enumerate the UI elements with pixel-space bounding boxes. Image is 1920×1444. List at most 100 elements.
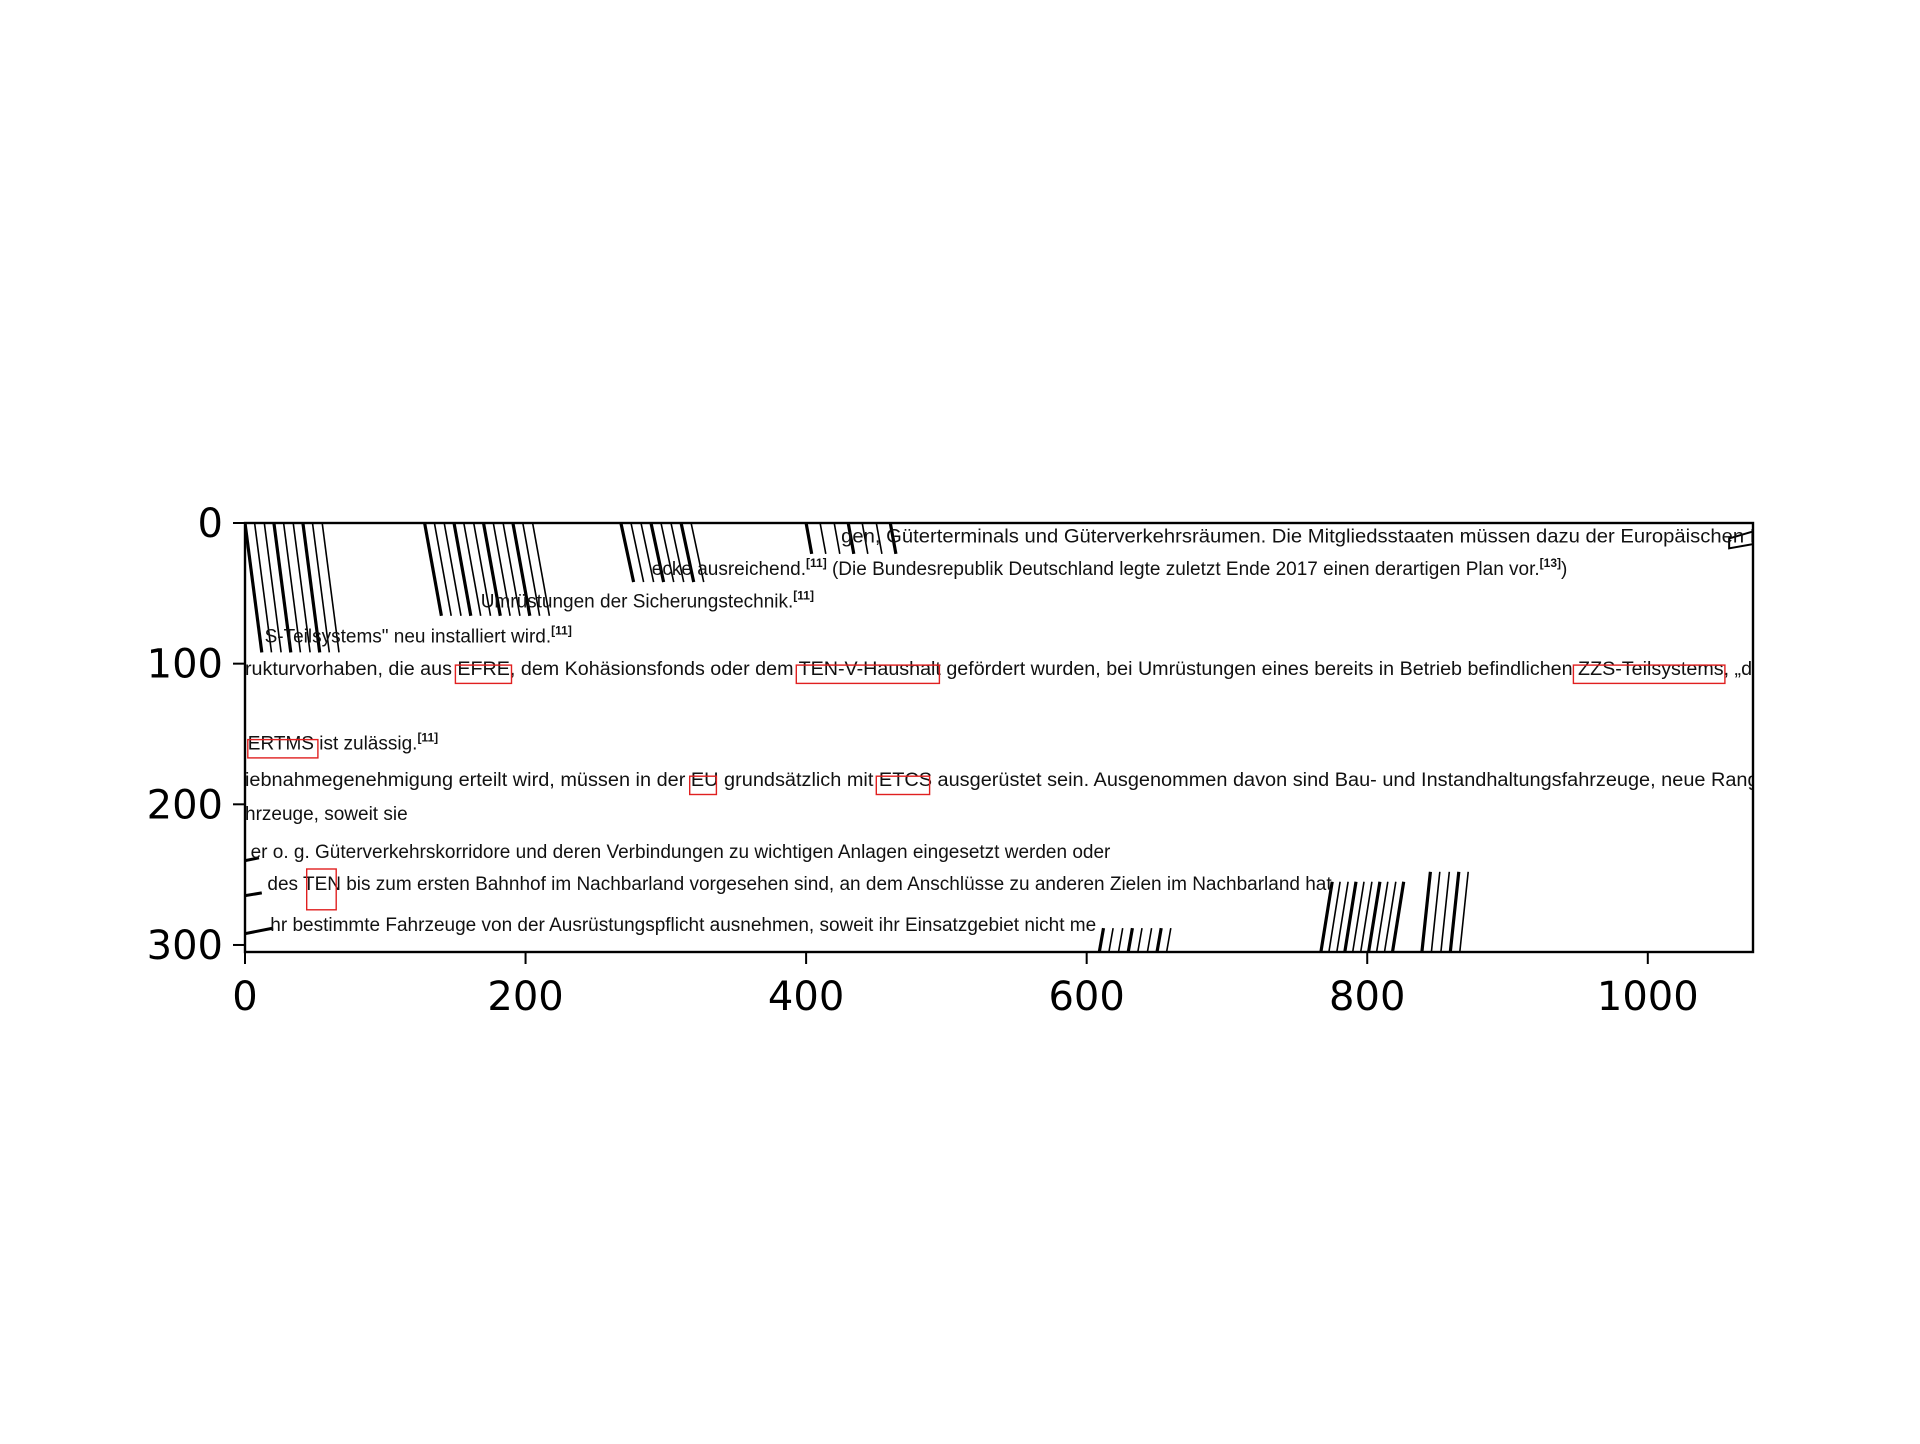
x-tick-label-0: 0	[232, 974, 257, 1020]
scan-artifact-stroke	[1383, 881, 1397, 952]
scan-artifact-stroke	[670, 523, 685, 583]
highlight-ertms	[247, 738, 319, 759]
scan-artifact-stroke	[1137, 927, 1143, 952]
scan-artifact-stroke	[292, 523, 311, 653]
highlight-zzs-teilsystems	[1572, 664, 1726, 685]
scan-artifact-stroke	[321, 523, 340, 653]
scan-artifact-stroke	[253, 523, 273, 653]
scan-artifact-stroke	[1108, 927, 1114, 952]
scan-artifact-stroke	[463, 523, 482, 616]
scan-artifact-stroke	[888, 523, 898, 555]
scan-artifact-stroke	[1097, 927, 1106, 952]
scan-artifact-stroke	[472, 523, 492, 616]
axes-frame	[243, 521, 1755, 954]
x-tick-label-1000: 1000	[1597, 974, 1699, 1020]
scan-artifact-stroke	[1448, 871, 1461, 952]
scan-artifact-stroke	[263, 523, 282, 653]
doc-line-6: ERTMS ist zulässig.[11]	[248, 731, 438, 755]
scan-artifact-stroke	[1440, 871, 1451, 952]
x-axis: 0 200 400 600 800 1000	[232, 952, 1699, 1020]
scan-artifact-stroke	[282, 523, 302, 653]
scan-artifact-stroke	[640, 523, 655, 583]
scan-artifact-stroke	[511, 523, 532, 617]
scan-artifact-stroke	[481, 523, 502, 617]
scan-artifact-stroke	[272, 523, 293, 653]
scan-artifact-stroke	[245, 891, 263, 898]
scan-artifact-stroke	[690, 523, 705, 583]
scan-artifact-stroke	[1146, 927, 1153, 952]
scan-artifact-stroke	[861, 523, 869, 555]
x-tick-label-400: 400	[768, 974, 844, 1020]
scan-artifact-stroke	[1117, 927, 1124, 952]
highlight-ten	[306, 868, 337, 911]
y-tick-label-100: 100	[147, 642, 223, 688]
x-tick-label-200: 200	[487, 974, 563, 1020]
doc-line-1: gen, Güterterminals und Güterverkehrsräu…	[841, 527, 1763, 548]
scan-artifact-stroke	[875, 523, 883, 555]
scan-artifact-stroke	[649, 523, 666, 583]
scan-artifact-stroke	[819, 523, 827, 555]
scan-artifact-stroke	[1155, 927, 1163, 952]
x-tick-label-800: 800	[1329, 974, 1405, 1020]
scan-artifact-stroke	[679, 523, 696, 583]
scan-artifact-stroke	[1336, 881, 1349, 952]
highlight-etcs	[875, 775, 931, 796]
scan-artifact-stroke	[1319, 881, 1334, 952]
y-tick-label-200: 200	[147, 782, 223, 828]
scan-artifact-stroke	[1328, 881, 1341, 952]
doc-line-8: hrzeuge, soweit sie	[245, 804, 408, 825]
scan-artifact-stroke	[245, 523, 264, 653]
y-axis: 0 100 200 300	[147, 501, 245, 969]
highlight-efre	[454, 664, 513, 685]
scan-artifact-stroke	[1390, 881, 1406, 952]
scan-artifact-stroke	[1430, 871, 1441, 952]
scan-artifact-stroke	[1165, 927, 1172, 952]
highlight-ten-v-haushalt	[795, 664, 941, 685]
doc-line-7: iebnahmegenehmigung erteilt wird, müssen…	[245, 770, 1763, 791]
document-image: gen, Güterterminals und Güterverkehrsräu…	[245, 523, 1763, 952]
doc-line-10: des TEN bis zum ersten Bahnhof im Nachba…	[267, 874, 1332, 895]
scan-artifact-stroke	[433, 523, 452, 616]
scan-artifact-stroke	[1126, 927, 1134, 952]
scan-artifact-stroke	[833, 523, 841, 555]
scan-artifact-stroke	[452, 523, 473, 617]
scan-artifact-stroke	[619, 523, 636, 583]
scan-artifact-stroke	[531, 523, 551, 616]
scan-artifact-stroke	[492, 523, 511, 616]
scan-artifact-stroke	[846, 523, 856, 555]
doc-line-2: ecke ausreichend.[11] (Die Bundesrepubli…	[652, 556, 1568, 580]
scan-artifacts	[245, 523, 1753, 952]
scan-artifact-stroke	[311, 523, 331, 653]
scan-artifact-stroke	[1459, 871, 1469, 952]
scan-artifact-stroke	[1343, 881, 1358, 952]
term-highlights	[247, 664, 1726, 911]
scan-artifact-stroke	[502, 523, 521, 616]
doc-line-4: S-Teilsystems" neu installiert wird.[11]	[265, 624, 572, 648]
scan-artifact-stroke	[1420, 871, 1432, 952]
highlight-eu	[689, 775, 718, 796]
scan-artifact-stroke	[804, 523, 814, 555]
scan-artifact-stroke	[1351, 881, 1365, 952]
scan-artifact-stroke	[301, 523, 322, 653]
scan-artifact-stroke	[1359, 881, 1373, 952]
scan-artifact-stroke	[1367, 881, 1382, 952]
doc-line-11: hr bestimmte Fahrzeuge von der Ausrüstun…	[270, 915, 1096, 936]
scan-artifact-stroke	[1728, 530, 1753, 550]
scan-artifact-stroke	[660, 523, 675, 583]
document-text: gen, Güterterminals und Güterverkehrsräu…	[245, 527, 1763, 936]
scan-artifact-stroke	[1375, 881, 1389, 952]
scan-artifact-stroke	[245, 856, 260, 863]
x-tick-label-600: 600	[1048, 974, 1124, 1020]
scan-artifact-stroke	[423, 523, 443, 617]
scan-artifact-stroke	[245, 926, 274, 936]
scan-artifact-stroke	[443, 523, 462, 616]
doc-line-3: Umrüstungen der Sicherungstechnik.[11]	[481, 588, 814, 612]
doc-line-9: er o. g. Güterverkehrskorridore und dere…	[251, 842, 1111, 863]
doc-line-5: ruktur­vorhaben, die aus EFRE, dem Kohäs…	[245, 659, 1763, 680]
y-tick-label-300: 300	[147, 923, 223, 969]
scan-artifact-stroke	[630, 523, 645, 583]
scan-artifact-stroke	[522, 523, 541, 616]
y-tick-label-0: 0	[198, 501, 223, 547]
